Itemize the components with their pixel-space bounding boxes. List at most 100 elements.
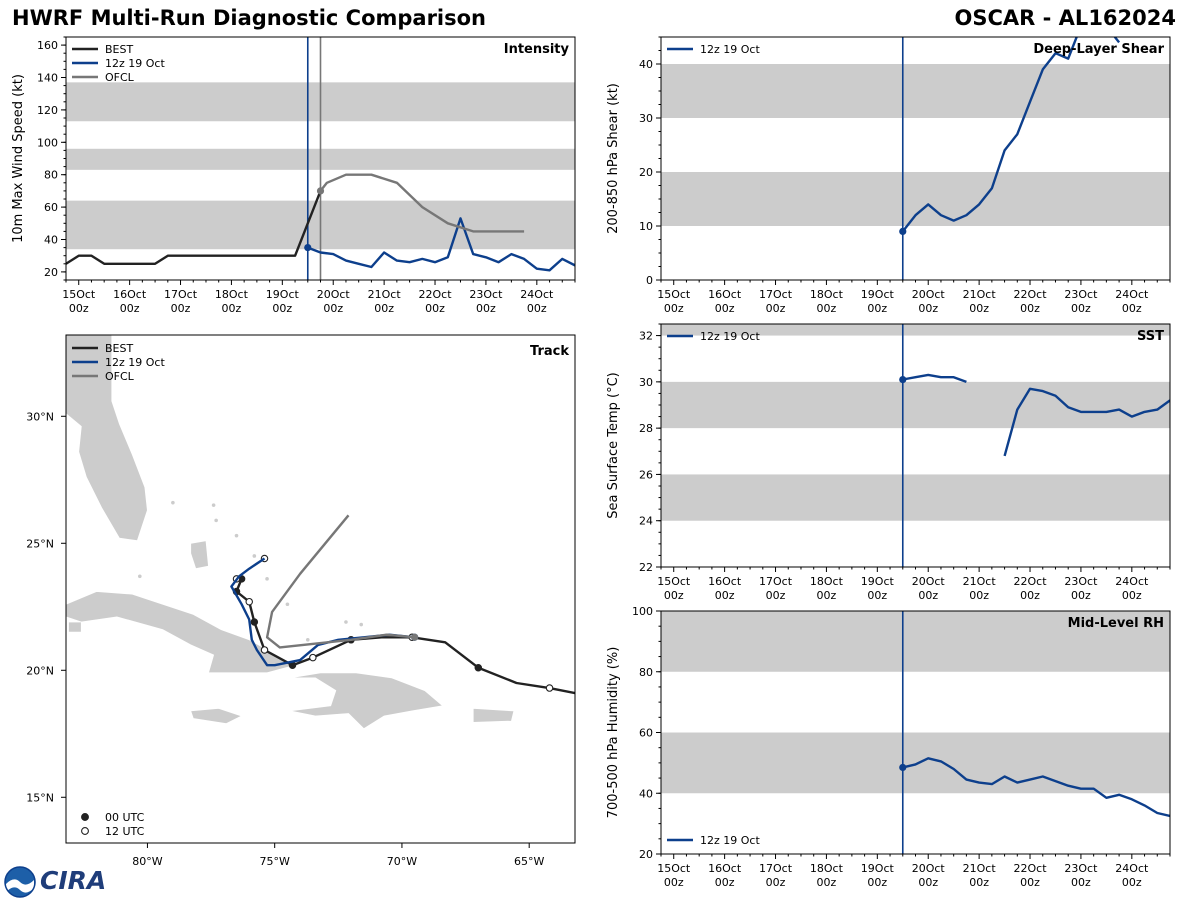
intensity-ytick-label: 20 [44, 266, 58, 279]
track-xtick-label: 70°W [387, 855, 417, 868]
sst-start-marker [899, 375, 907, 384]
sst-xtick-sublabel: 00z [1122, 589, 1142, 602]
rh-xtick-sublabel: 00z [918, 876, 938, 889]
shear-xtick-label: 18Oct [810, 288, 844, 301]
sst-xtick-label: 20Oct [912, 575, 946, 588]
florida-land [66, 335, 148, 542]
sst-xtick-sublabel: 00z [664, 589, 684, 602]
intensity-xtick-label: 22Oct [419, 288, 453, 301]
shear-title: Deep-Layer Shear [1033, 42, 1164, 57]
intensity-xtick-sublabel: 00z [323, 302, 343, 315]
intensity-series-line [66, 190, 322, 265]
sst-panel: 22242628303215Oct00z16Oct00z17Oct00z18Oc… [606, 323, 1171, 602]
shear-xtick-sublabel: 00z [969, 302, 989, 315]
sst-series-line [1003, 387, 1170, 457]
shear-xtick-sublabel: 00z [1020, 302, 1040, 315]
track-marker-legend-symbol [81, 813, 89, 821]
shear-xtick-label: 19Oct [861, 288, 895, 301]
puerto-rico-land [472, 707, 515, 723]
track-12utc-point [309, 653, 317, 662]
rh-xtick-sublabel: 00z [817, 876, 837, 889]
jamaica-land [190, 707, 243, 725]
rh-ytick-label: 60 [639, 727, 653, 740]
sst-xtick-label: 15Oct [657, 575, 691, 588]
rh-band [661, 611, 1170, 672]
sst-title: SST [1137, 329, 1164, 344]
intensity-panel: 2040608010012014016015Oct00z16Oct00z17Oc… [11, 36, 576, 315]
shear-ylabel: 200-850 hPa Shear (kt) [606, 83, 621, 234]
bahamas-island-land [234, 533, 239, 538]
track-00utc-point [474, 663, 483, 672]
track-legend-label: BEST [105, 342, 133, 355]
intensity-xtick-label: 16Oct [113, 288, 147, 301]
track-ytick-label: 20°N [26, 664, 54, 677]
shear-xtick-label: 23Oct [1064, 288, 1098, 301]
cira-logo: CIRA [40, 866, 107, 895]
shear-xtick-label: 15Oct [657, 288, 691, 301]
sst-band [661, 324, 1170, 336]
intensity-ytick-label: 140 [37, 72, 58, 85]
intensity-xtick-sublabel: 00z [222, 302, 242, 315]
rh-xtick-label: 22Oct [1014, 862, 1048, 875]
intensity-start-marker [304, 244, 312, 252]
sst-frame [660, 323, 1171, 568]
sst-band [661, 474, 1170, 521]
track-xtick-label: 75°W [260, 855, 290, 868]
intensity-xtick-sublabel: 00z [120, 302, 140, 315]
sst-xtick-label: 21Oct [963, 575, 997, 588]
intensity-xtick-label: 18Oct [215, 288, 249, 301]
intensity-xtick-label: 23Oct [469, 288, 503, 301]
track-ofcl-line [265, 514, 415, 649]
rh-xtick-sublabel: 00z [664, 876, 684, 889]
sst-ytick-label: 28 [639, 422, 653, 435]
intensity-xtick-sublabel: 00z [374, 302, 394, 315]
rh-xtick-sublabel: 00z [1122, 876, 1142, 889]
sst-xtick-sublabel: 00z [918, 589, 938, 602]
andros-land [190, 540, 209, 570]
shear-xtick-label: 16Oct [708, 288, 742, 301]
intensity-ytick-label: 40 [44, 234, 58, 247]
hispaniola-land [289, 672, 444, 730]
track-ytick-label: 15°N [26, 791, 54, 804]
shear-ytick-label: 0 [646, 274, 653, 287]
track-panel: 80°W 75°W 70°W 65°W 15°N 20°N 25°N 30°N Track BES… [26, 334, 576, 868]
sst-ytick-label: 22 [639, 561, 653, 574]
bahamas-island-land [171, 500, 175, 505]
intensity-legend-label: BEST [105, 43, 133, 56]
rh-xtick-label: 21Oct [963, 862, 997, 875]
sst-xtick-sublabel: 00z [817, 589, 837, 602]
rh-xtick-label: 15Oct [657, 862, 691, 875]
sst-band [661, 381, 1170, 429]
intensity-xtick-label: 21Oct [368, 288, 402, 301]
sst-xtick-sublabel: 00z [969, 589, 989, 602]
track-ytick-label: 25°N [26, 537, 54, 550]
rh-xtick-sublabel: 00z [766, 876, 786, 889]
sst-ytick-label: 32 [639, 330, 653, 343]
shear-legend-label: 12z 19 Oct [700, 43, 760, 56]
shear-ytick-label: 40 [639, 58, 653, 71]
shear-xtick-sublabel: 00z [867, 302, 887, 315]
intensity-xtick-label: 15Oct [62, 288, 96, 301]
intensity-series-line [307, 217, 575, 272]
rh-plot-area [661, 611, 1170, 854]
track-run-line [230, 557, 415, 667]
track-legend-label: 12z 19 Oct [105, 356, 165, 369]
shear-xtick-sublabel: 00z [664, 302, 684, 315]
shear-ytick-label: 20 [639, 166, 653, 179]
sst-series-line [902, 373, 967, 384]
track-ytick-label: 30°N [26, 410, 54, 423]
intensity-xtick-label: 24Oct [520, 288, 554, 301]
rh-xtick-sublabel: 00z [969, 876, 989, 889]
track-12utc-point [260, 646, 269, 654]
intensity-xtick-sublabel: 00z [69, 302, 89, 315]
intensity-legend-label: OFCL [105, 71, 135, 84]
sst-ytick-label: 26 [639, 468, 653, 481]
intensity-ytick-label: 120 [37, 104, 58, 117]
sst-xtick-sublabel: 00z [1071, 589, 1091, 602]
rh-ytick-label: 20 [639, 848, 653, 861]
intensity-xtick-sublabel: 00z [272, 302, 292, 315]
rh-xtick-sublabel: 00z [867, 876, 887, 889]
shear-xtick-label: 20Oct [912, 288, 946, 301]
bahamas-island-land [305, 638, 310, 642]
intensity-start-marker [316, 187, 325, 195]
